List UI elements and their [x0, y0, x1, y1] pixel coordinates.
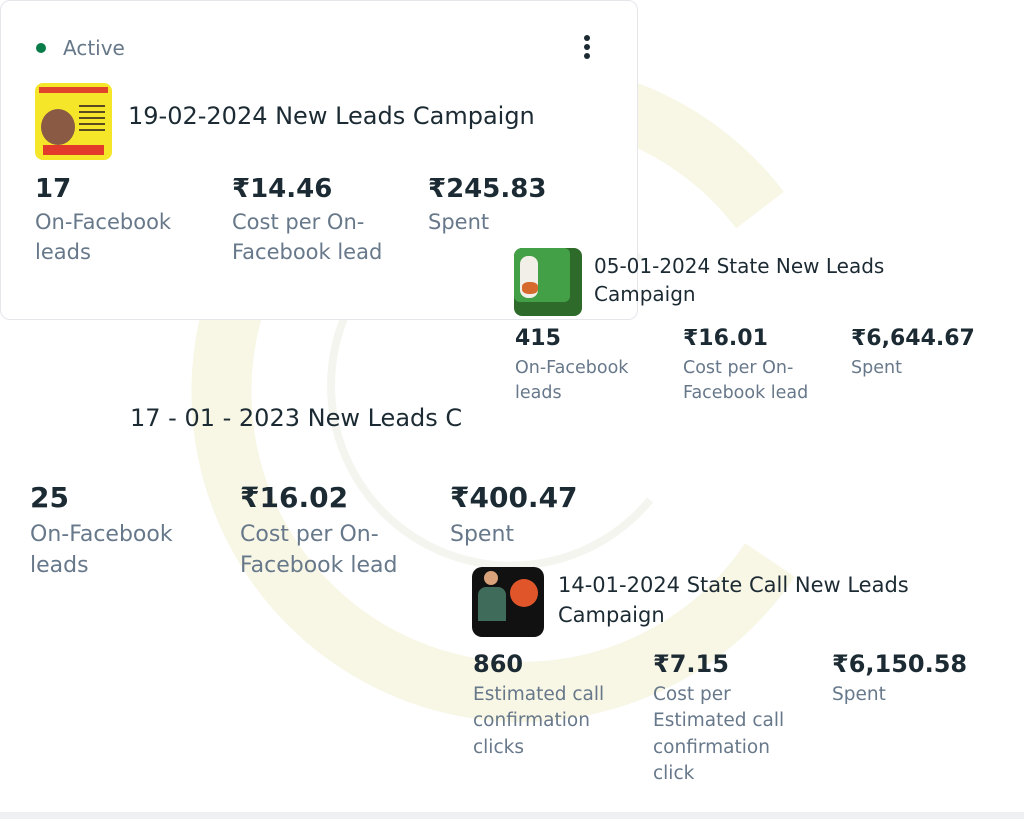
- campaign-title[interactable]: 05-01-2024 State New Leads Campaign: [594, 254, 885, 306]
- stat-label: On-Facebook leads: [35, 210, 172, 264]
- stat-label: Spent: [851, 358, 902, 378]
- stat-value: ₹400.47: [450, 481, 578, 514]
- stat-label: Cost per On-Facebook lead: [240, 522, 398, 579]
- stat-label: Cost per Estimated call confirmation cli…: [653, 684, 785, 784]
- stat-value: 17: [35, 174, 72, 204]
- campaign-title[interactable]: 19-02-2024 New Leads Campaign: [128, 102, 535, 130]
- ad-thumbnail: [514, 248, 582, 316]
- stat-label: Cost per On-Facebook lead: [232, 210, 383, 264]
- stat-label: Estimated call confirmation clicks: [473, 684, 605, 758]
- stat-value: 415: [515, 326, 561, 351]
- campaign-title[interactable]: 14-01-2024 State Call New Leads Campaign: [558, 573, 909, 627]
- stat-value: ₹14.46: [232, 174, 333, 204]
- active-status-dot: [36, 43, 46, 53]
- stat-label: Spent: [450, 522, 515, 547]
- more-vertical-icon[interactable]: [580, 34, 594, 62]
- stat-value: ₹7.15: [653, 650, 729, 678]
- campaign-title-text: 17 - 01 - 2023 New Leads C: [130, 404, 463, 432]
- stat-value: ₹6,644.67: [851, 326, 975, 351]
- stat-value: ₹245.83: [428, 174, 547, 204]
- ad-thumbnail: [472, 567, 544, 637]
- bottom-edge: [0, 812, 1024, 819]
- stat-label: On-Facebook leads: [30, 522, 173, 579]
- stat-label: Cost per On-Facebook lead: [683, 358, 809, 403]
- ad-thumbnail: [35, 83, 112, 160]
- stat-value: ₹16.01: [683, 326, 768, 351]
- stat-value: ₹6,150.58: [832, 650, 968, 678]
- stat-value: ₹16.02: [240, 481, 349, 514]
- stat-label: On-Facebook leads: [515, 358, 629, 403]
- status-label: Active: [63, 36, 125, 60]
- stat-value: 25: [30, 481, 69, 514]
- stat-value: 860: [473, 650, 524, 678]
- campaign-title[interactable]: 17 - 01 - 2023 New Leads C: [130, 404, 496, 432]
- stat-label: Spent: [428, 210, 490, 234]
- stat-label: Spent: [832, 684, 886, 705]
